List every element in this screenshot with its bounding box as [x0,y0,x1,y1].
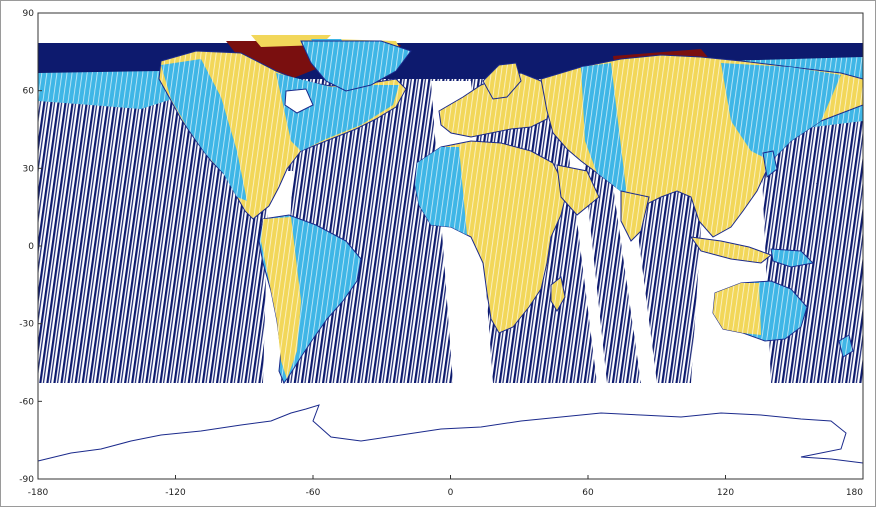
antarctica-coastline [37,404,864,464]
x-tick-label: 180 [846,488,863,498]
y-tick-label: 60 [23,87,35,97]
x-tick-label: -120 [165,488,186,498]
africa-blue-overlay [415,147,467,235]
australia-yellow-overlay [713,283,761,335]
asia-blue-band [581,63,627,197]
new-guinea [770,248,815,268]
x-tick-label: -180 [28,488,49,498]
madagascar [550,276,566,312]
x-tick-label: 0 [448,488,454,498]
y-tick-label: 90 [23,9,35,19]
new-zealand [838,334,854,358]
hudson-bay [284,88,314,114]
indonesia [689,236,773,264]
y-tick-label: -30 [19,320,34,330]
x-tick-label: 60 [582,488,594,498]
y-tick-label: -60 [19,397,34,407]
india [620,190,650,242]
greenland [300,40,412,92]
x-tick-label: 120 [717,488,734,498]
coverage-gap [561,91,607,383]
x-tick-label: -60 [306,488,321,498]
x-axis-ticks: -180 -120 -60 0 60 120 180 [28,475,864,498]
y-tick-label: 0 [28,242,34,252]
sa-yellow-overlay [261,217,301,379]
scandinavia [482,62,522,100]
japan [762,150,778,178]
y-axis-ticks: 90 60 30 0 -30 -60 -90 [19,9,42,485]
na-blue-overlay [161,59,247,201]
arctic-light-blue [38,71,191,109]
y-tick-label: -90 [19,475,34,485]
arabia [556,164,600,216]
asia-blue-band [721,63,841,161]
y-tick-label: 30 [23,164,35,174]
